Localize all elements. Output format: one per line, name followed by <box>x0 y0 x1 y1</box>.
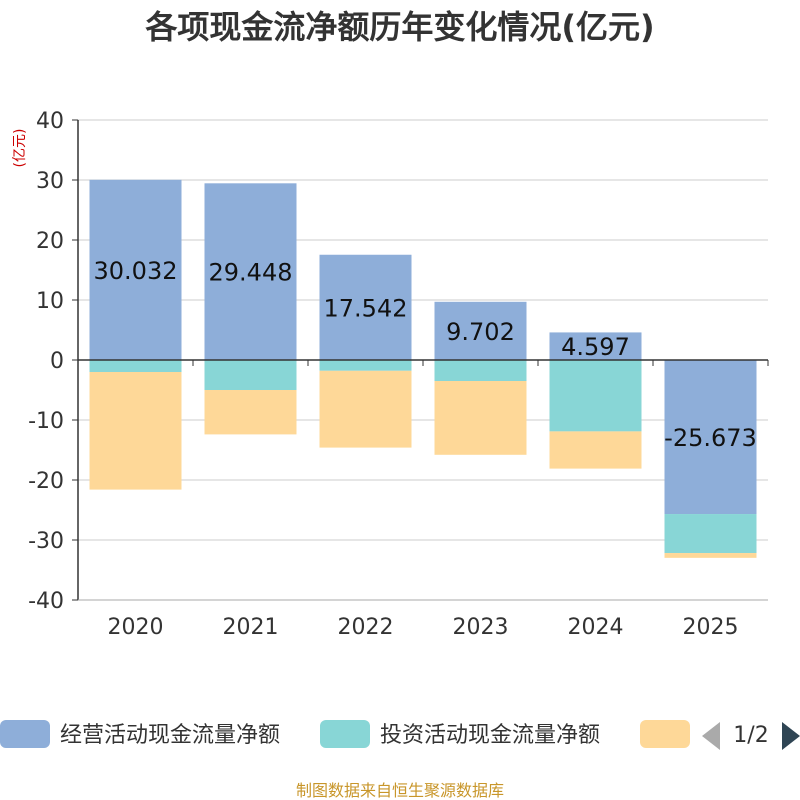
legend-page-indicator: 1/2 <box>733 723 768 748</box>
bar-s1-2024[interactable] <box>549 360 642 432</box>
bar-s0-2023[interactable] <box>434 301 527 360</box>
bar-s0-2022[interactable] <box>319 254 412 360</box>
y-tick-label: -20 <box>28 469 64 494</box>
bar-s1-2020[interactable] <box>89 360 182 372</box>
data-label-2025: -25.673 <box>664 424 757 452</box>
legend-next-arrow-icon[interactable] <box>782 722 800 750</box>
legend-prev-arrow-icon[interactable] <box>702 722 720 750</box>
bar-s2-2024[interactable] <box>549 431 642 469</box>
y-tick-label: 10 <box>36 289 64 314</box>
y-tick-label: 20 <box>36 229 64 254</box>
bar-s2-2020[interactable] <box>89 372 182 490</box>
data-label-2023: 9.702 <box>446 318 515 346</box>
chart-title: 各项现金流净额历年变化情况(亿元) <box>145 8 654 46</box>
bar-s2-2021[interactable] <box>204 390 297 435</box>
bars <box>89 179 757 558</box>
legend: 经营活动现金流量净额 投资活动现金流量净额 1/2 <box>0 720 800 750</box>
x-tick-label: 2023 <box>453 615 509 640</box>
y-tick-label: 30 <box>36 169 64 194</box>
y-tick-label: -30 <box>28 529 64 554</box>
bar-s2-2022[interactable] <box>319 370 412 448</box>
x-tick-label: 2020 <box>108 615 164 640</box>
y-tick-label: -10 <box>28 409 64 434</box>
bar-s0-2021[interactable] <box>204 183 297 360</box>
x-tick-label: 2025 <box>683 615 739 640</box>
y-tick-label: -40 <box>28 589 64 614</box>
y-tick-label: 0 <box>50 349 64 374</box>
bar-s0-2025[interactable] <box>664 360 757 515</box>
legend-label-0[interactable]: 经营活动现金流量净额 <box>60 723 280 748</box>
bar-s2-2023[interactable] <box>434 381 527 455</box>
data-label-2022: 17.542 <box>324 294 408 322</box>
y-tick-label: 40 <box>36 109 64 134</box>
axes: 40 30 20 10 0 -10 -20 -30 -40 2020 2021 2022 2023 202… <box>28 109 769 640</box>
data-label-2024: 4.597 <box>561 333 630 361</box>
bar-s0-2024[interactable] <box>549 332 642 360</box>
bar-s2-2025[interactable] <box>664 553 757 558</box>
data-label-2020: 30.032 <box>94 257 178 285</box>
x-tick-label: 2021 <box>223 615 279 640</box>
bar-s0-2020[interactable] <box>89 179 182 360</box>
footer-source: 制图数据来自恒生聚源数据库 <box>296 781 504 800</box>
data-label-2021: 29.448 <box>209 259 293 287</box>
x-tick-label: 2022 <box>338 615 394 640</box>
bar-s1-2025[interactable] <box>664 514 757 554</box>
legend-swatch-0[interactable] <box>0 720 50 748</box>
data-labels: 30.032 29.448 17.542 9.702 4.597 -25.673 <box>94 257 757 452</box>
bar-s1-2023[interactable] <box>434 360 527 381</box>
x-tick-label: 2024 <box>568 615 624 640</box>
legend-label-1[interactable]: 投资活动现金流量净额 <box>380 723 600 748</box>
legend-swatch-2[interactable] <box>640 720 690 748</box>
y-axis-unit: (亿元) <box>12 129 28 168</box>
bar-s1-2022[interactable] <box>319 360 412 371</box>
bar-s1-2021[interactable] <box>204 360 297 390</box>
grid-lines <box>78 119 768 601</box>
legend-swatch-1[interactable] <box>320 720 370 748</box>
